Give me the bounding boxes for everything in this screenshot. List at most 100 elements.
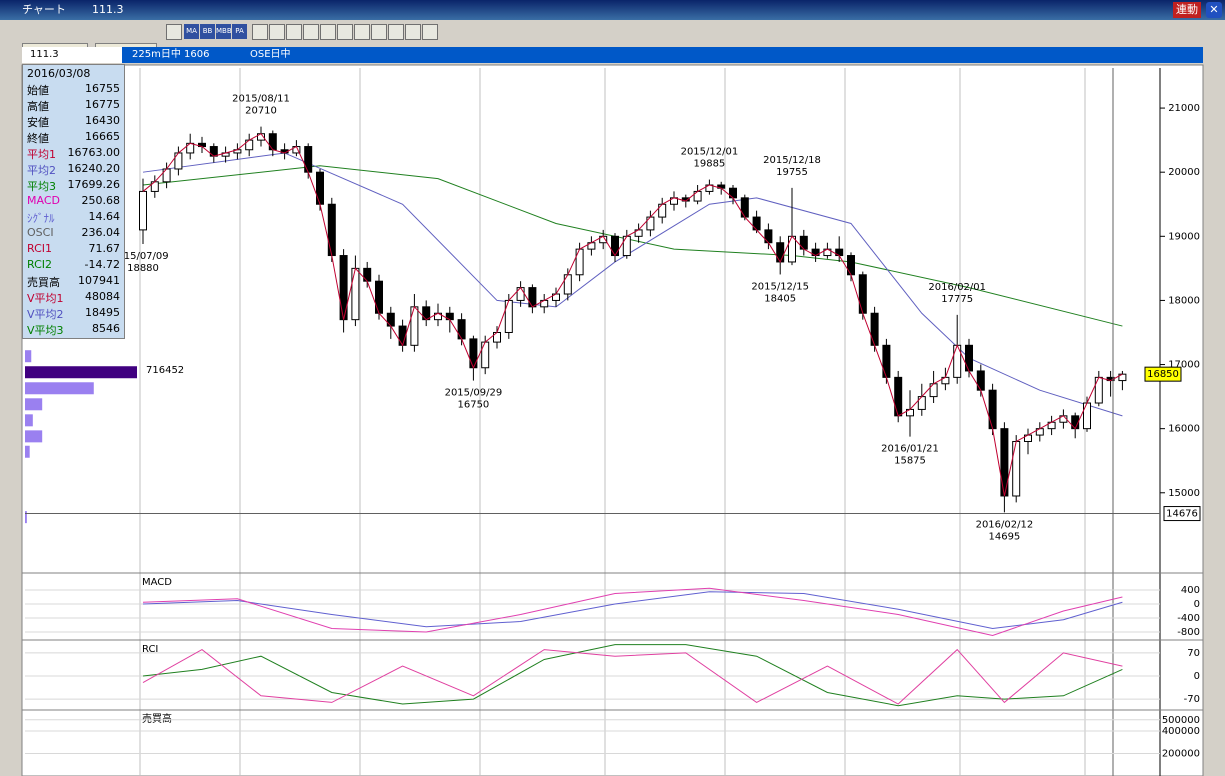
annotation-value: 17775 [941, 294, 973, 305]
toolbar-icon[interactable] [422, 24, 438, 40]
y-tick-label: -70 [1184, 694, 1200, 705]
volume-profile-bar [25, 511, 27, 524]
info-value: 16755 [85, 82, 120, 95]
toolbar-icon[interactable] [337, 24, 353, 40]
candle-body [658, 203, 667, 218]
volume-profile-bar [25, 414, 33, 427]
candle-body [858, 274, 867, 314]
candle-body [752, 216, 761, 231]
panel-title: 売買高 [142, 712, 172, 725]
toolbar-icon[interactable] [405, 24, 421, 40]
chart-frame [21, 64, 1204, 776]
info-value: 14.64 [88, 210, 121, 223]
candle-body [174, 152, 183, 170]
y-tick-label: 19000 [1168, 231, 1200, 242]
y-tick-label: 400 [1181, 585, 1200, 596]
info-row: 始値 16755 [23, 82, 124, 98]
title-bar: チャート 111.3 連動 ✕ [0, 0, 1225, 20]
window-code: 111.3 [92, 3, 124, 16]
y-tick-label: 21000 [1168, 103, 1200, 114]
toolbar-icon[interactable] [371, 24, 387, 40]
y-tick-label: 70 [1187, 648, 1200, 659]
info-label: V平均1 [27, 292, 64, 305]
info-row: V平均2 18495 [23, 306, 124, 322]
annotation-value: 18405 [764, 293, 796, 304]
candle-body [870, 312, 879, 346]
candle-body [351, 267, 360, 321]
annotation-date: 2016/02/12 [976, 519, 1034, 530]
last-price-box [1144, 366, 1182, 382]
volume-profile-bar [25, 366, 137, 379]
info-label: 高値 [27, 100, 49, 113]
candle-body [327, 203, 336, 257]
info-row: 安値 16430 [23, 114, 124, 130]
info-value: 71.67 [88, 242, 121, 255]
cursor-price-label: 14676 [1166, 509, 1198, 520]
annotation-date: 2016/02/01 [928, 282, 986, 293]
annotation-date: 2015/12/01 [681, 147, 739, 158]
toolbar-icon[interactable]: MBB [216, 24, 232, 39]
candle-body [363, 267, 372, 282]
candle-body [646, 216, 655, 231]
info-value: 107941 [78, 274, 120, 287]
annotation-date: 015/07/09 [117, 251, 168, 262]
toolbar-icon[interactable] [388, 24, 404, 40]
link-button[interactable]: 連動 [1173, 2, 1201, 18]
y-tick-label: -800 [1177, 627, 1200, 638]
info-row: 終値 16665 [23, 130, 124, 146]
status-code: 111.3 [22, 47, 122, 63]
volume-profile-bar [25, 350, 32, 363]
toolbar-icon[interactable] [303, 24, 319, 40]
candle-body [316, 171, 324, 205]
info-row: 平均2 16240.20 [23, 162, 124, 178]
candle-body [268, 133, 277, 151]
candle-body [622, 235, 631, 257]
rci_panel-rci2 [142, 644, 1123, 707]
info-value: 16763.00 [67, 146, 121, 159]
toolbar-icon[interactable] [269, 24, 285, 40]
candle-body [1094, 376, 1103, 404]
candle-body [139, 190, 147, 231]
macd_panel-macd [142, 587, 1123, 637]
y-tick-label: 18000 [1168, 295, 1200, 306]
info-label: ｼｸﾞﾅﾙ [27, 212, 55, 225]
toolbar-icon[interactable] [252, 24, 268, 40]
info-label: 売買高 [27, 276, 60, 289]
candle-body [575, 248, 584, 276]
candle-body [375, 280, 383, 314]
annotation-date: 2015/08/11 [232, 94, 290, 105]
candle-body [386, 312, 395, 327]
info-label: 始値 [27, 84, 49, 97]
toolbar-icon[interactable] [354, 24, 370, 40]
candle-body [528, 287, 537, 308]
toolbar-icon[interactable]: BB [200, 24, 215, 39]
info-value: 16430 [85, 114, 120, 127]
panel-title: RCI [142, 644, 158, 655]
moving-average-3 [142, 165, 1123, 327]
y-tick-label: 500000 [1162, 715, 1200, 726]
info-label: RCI1 [27, 242, 53, 255]
toolbar-icon[interactable]: MA [184, 24, 199, 39]
y-tick-label: 0 [1194, 671, 1200, 682]
candle-body [516, 287, 525, 301]
info-label: 平均2 [27, 164, 56, 177]
annotation-date: 2015/09/29 [445, 388, 503, 399]
info-row: 高値 16775 [23, 98, 124, 114]
candle-body [764, 229, 773, 244]
info-row: 売買高 107941 [23, 274, 124, 290]
panel-title: MACD [142, 577, 172, 588]
info-panel: 2016/03/08 始値 16755 高値 16775 安値 16430 終値 16665 平… [22, 64, 125, 339]
candle-body [847, 255, 855, 276]
toolbar-icon[interactable]: PA [232, 24, 247, 39]
close-button[interactable]: ✕ [1206, 2, 1222, 18]
toolbar-icon[interactable] [320, 24, 336, 40]
info-label: OSCI [27, 226, 54, 239]
toolbar-icon[interactable] [286, 24, 302, 40]
info-value: 16240.20 [67, 162, 121, 175]
toolbar-icon[interactable] [166, 24, 182, 40]
volume-profile-bar [25, 445, 30, 458]
close-line [142, 133, 1123, 497]
annotation-value: 15875 [894, 456, 926, 467]
y-tick-label: 400000 [1162, 726, 1200, 737]
